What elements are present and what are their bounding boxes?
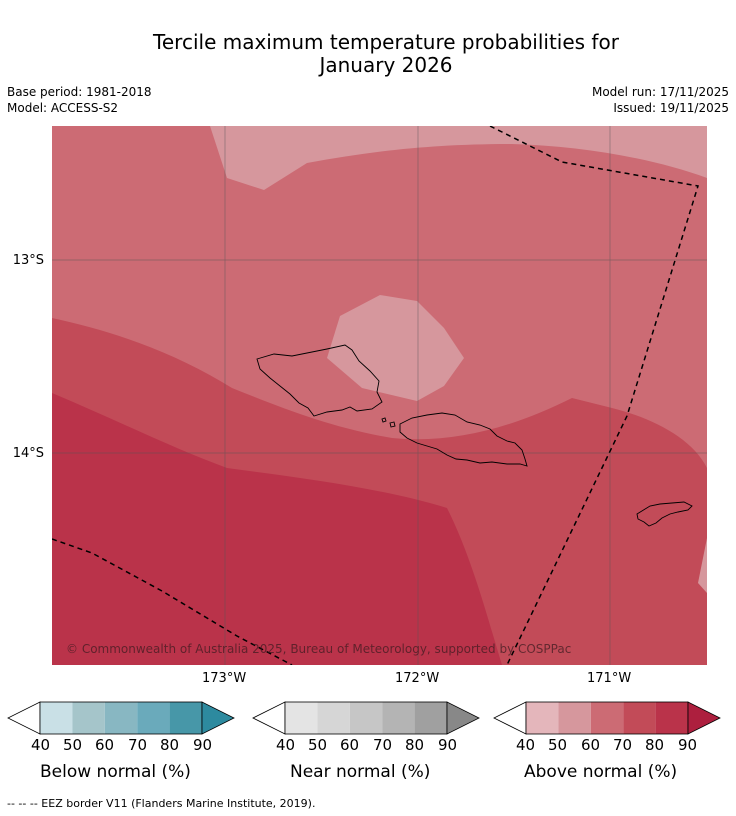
chart-title: Tercile maximum temperature probabilitie… <box>0 31 736 77</box>
legend-above-swatches <box>494 702 720 734</box>
legend-swatch-upper-extend <box>688 702 720 734</box>
legend-above-tick: 90 <box>678 736 697 754</box>
lon-label-172w: 172°W <box>395 671 439 686</box>
legend-near-tick: 80 <box>405 736 424 754</box>
legend-near-tick: 60 <box>340 736 359 754</box>
legend-swatch <box>170 702 202 734</box>
legend-swatch <box>415 702 447 734</box>
legend-near-swatches <box>253 702 479 734</box>
legend-below-tick: 80 <box>160 736 179 754</box>
map-panel: © Commonwealth of Australia 2025, Bureau… <box>52 126 707 665</box>
lon-label-171w: 171°W <box>587 671 631 686</box>
legend-above-tick: 40 <box>516 736 535 754</box>
copyright-notice: © Commonwealth of Australia 2025, Bureau… <box>66 642 571 656</box>
legend-above-tick: 70 <box>613 736 632 754</box>
model-run: Model run: 17/11/2025 <box>592 84 729 100</box>
eez-footnote: -- -- -- EEZ border V11 (Flanders Marine… <box>7 797 315 810</box>
legend-swatch <box>285 702 317 734</box>
legend-below-tick: 40 <box>31 736 50 754</box>
legend-swatch <box>623 702 655 734</box>
base-period: Base period: 1981-2018 <box>7 84 152 100</box>
legend-below-tick: 70 <box>128 736 147 754</box>
legend-swatch-lower-extend <box>253 702 285 734</box>
legend-swatch <box>526 702 558 734</box>
legend-swatch <box>656 702 688 734</box>
legend-swatch <box>317 702 349 734</box>
issued-date: Issued: 19/11/2025 <box>592 100 729 116</box>
legend-near-colorbar <box>251 700 483 736</box>
legend-swatch <box>558 702 590 734</box>
legend-above-tick: 80 <box>645 736 664 754</box>
lat-label-13s: 13°S <box>13 253 44 268</box>
legend-swatch-upper-extend <box>202 702 234 734</box>
legend-swatch <box>105 702 137 734</box>
legend-below-title: Below normal (%) <box>40 762 191 782</box>
legend-above-tick: 60 <box>581 736 600 754</box>
lon-label-173w: 173°W <box>202 671 246 686</box>
legend-below-tick: 60 <box>95 736 114 754</box>
legend-above-tick: 50 <box>548 736 567 754</box>
legend-swatch-lower-extend <box>8 702 40 734</box>
model-name: Model: ACCESS-S2 <box>7 100 152 116</box>
title-line-1: Tercile maximum temperature probabilitie… <box>0 31 736 54</box>
legend-below-colorbar <box>6 700 238 736</box>
legend-above-title: Above normal (%) <box>524 762 677 782</box>
legend-swatch <box>591 702 623 734</box>
legend-swatch-lower-extend <box>494 702 526 734</box>
legend-near-title: Near normal (%) <box>290 762 430 782</box>
title-line-2: January 2026 <box>0 54 736 77</box>
legend-swatch <box>382 702 414 734</box>
legend-below-swatches <box>8 702 234 734</box>
meta-left: Base period: 1981-2018 Model: ACCESS-S2 <box>7 84 152 116</box>
meta-right: Model run: 17/11/2025 Issued: 19/11/2025 <box>592 84 729 116</box>
legend-swatch <box>72 702 104 734</box>
legend-swatch <box>40 702 72 734</box>
legend-near-tick: 50 <box>308 736 327 754</box>
legend-swatch <box>350 702 382 734</box>
legend-near-tick: 40 <box>276 736 295 754</box>
legend-below-tick: 50 <box>63 736 82 754</box>
legend-near-tick: 70 <box>373 736 392 754</box>
legend-swatch <box>137 702 169 734</box>
legend-below-tick: 90 <box>193 736 212 754</box>
map-canvas: © Commonwealth of Australia 2025, Bureau… <box>52 126 707 665</box>
lat-label-14s: 14°S <box>13 446 44 461</box>
legend-above-colorbar <box>492 700 724 736</box>
legend-swatch-upper-extend <box>447 702 479 734</box>
legend-near-tick: 90 <box>438 736 457 754</box>
